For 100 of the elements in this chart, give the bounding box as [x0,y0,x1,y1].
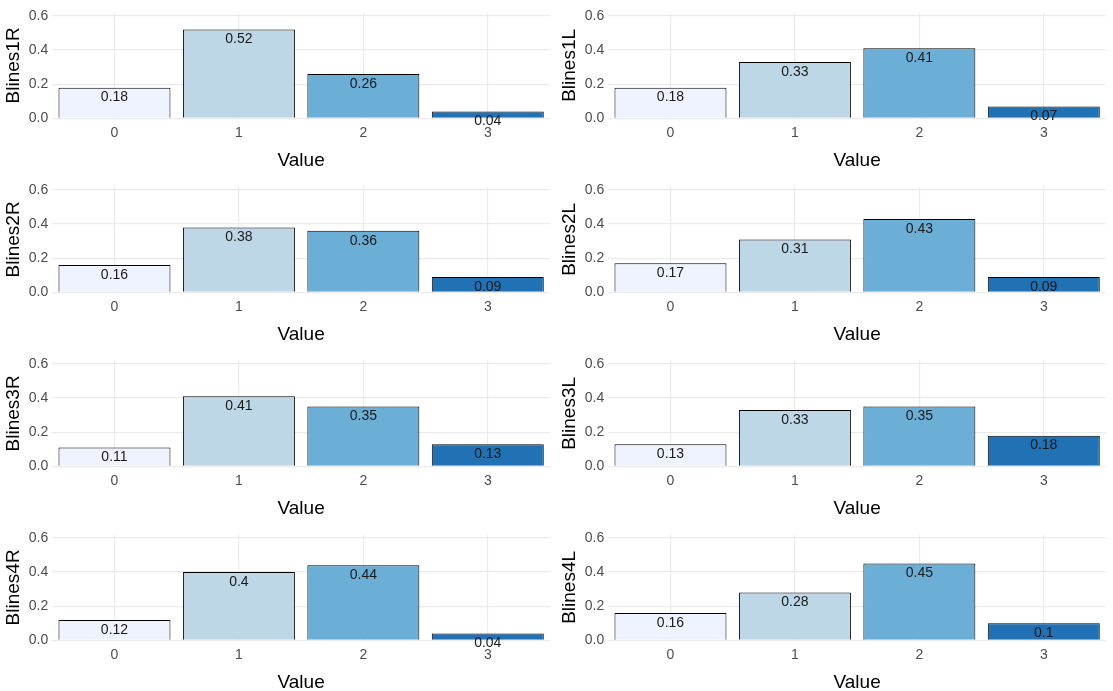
x-axis-title: Value [277,322,325,344]
x-tick-label: 2 [915,123,924,140]
x-tick-label: 3 [1039,123,1048,140]
x-axis-title: Value [277,496,325,518]
data-label: 0.4 [229,572,249,589]
data-label: 0.17 [656,264,685,281]
y-tick-label: 0.0 [28,631,49,648]
x-axis-title: Value [833,148,881,170]
y-tick-label: 0.2 [584,249,605,266]
y-tick-label: 0.6 [28,6,49,23]
x-tick-label: 1 [235,123,244,140]
x-tick-label: 3 [1039,297,1048,314]
y-axis-title: Blines3R [1,375,23,452]
y-tick-label: 0.2 [28,597,49,614]
y-tick-label: 0.4 [28,562,49,579]
y-axis-title: Blines2R [1,201,23,278]
y-tick-label: 0.6 [584,528,605,545]
y-tick-label: 0.2 [28,423,49,440]
x-tick-label: 0 [666,297,675,314]
data-label: 0.16 [656,613,685,630]
y-axis-title: Blines4L [557,550,579,624]
y-tick-label: 0.2 [28,249,49,266]
x-tick-label: 0 [110,645,119,662]
data-label: 0.38 [225,228,253,245]
x-tick-label: 3 [1039,471,1048,488]
y-tick-label: 0.2 [584,423,605,440]
data-label: 0.13 [474,445,502,462]
data-label: 0.18 [656,88,685,105]
y-tick-label: 0.4 [28,388,49,405]
data-label: 0.31 [781,240,809,257]
y-tick-label: 0.0 [28,457,49,474]
x-axis-title: Value [833,496,881,518]
x-tick-label: 0 [110,123,119,140]
x-tick-label: 3 [1039,645,1048,662]
data-label: 0.52 [225,30,253,47]
x-tick-label: 1 [235,297,244,314]
data-label: 0.09 [474,277,502,294]
y-tick-label: 0.4 [584,388,605,405]
x-tick-label: 2 [915,297,924,314]
data-label: 0.18 [100,88,129,105]
y-tick-label: 0.0 [28,283,49,300]
data-label: 0.12 [100,620,129,637]
y-tick-label: 0.6 [28,528,49,545]
x-tick-label: 1 [791,645,800,662]
y-tick-label: 0.0 [584,457,605,474]
data-label: 0.41 [225,397,253,414]
x-tick-label: 1 [235,645,244,662]
x-tick-label: 1 [791,471,800,488]
x-tick-label: 1 [235,471,244,488]
x-tick-label: 1 [791,123,800,140]
data-label: 0.1 [1034,624,1054,641]
y-tick-label: 0.6 [584,180,605,197]
y-axis-title: Blines3L [557,376,579,450]
x-tick-label: 0 [666,123,675,140]
x-tick-label: 2 [359,297,368,314]
data-label: 0.33 [781,62,809,79]
y-tick-label: 0.2 [584,597,605,614]
y-tick-label: 0.0 [28,109,49,126]
data-label: 0.45 [905,564,934,581]
y-tick-label: 0.6 [28,180,49,197]
y-tick-label: 0.6 [28,354,49,371]
y-tick-label: 0.4 [28,214,49,231]
data-label: 0.36 [349,231,378,248]
x-tick-label: 3 [483,297,492,314]
x-axis-title: Value [833,322,881,344]
data-label: 0.09 [1030,277,1058,294]
x-tick-label: 1 [791,297,800,314]
y-tick-label: 0.0 [584,109,605,126]
x-tick-label: 0 [666,471,675,488]
data-label: 0.44 [349,566,378,583]
x-tick-label: 2 [915,471,924,488]
data-label: 0.18 [1030,436,1058,453]
y-tick-label: 0.2 [28,75,49,92]
x-tick-label: 2 [359,471,368,488]
data-label: 0.33 [781,410,809,427]
x-tick-label: 0 [110,297,119,314]
x-axis-title: Value [833,670,881,691]
y-tick-label: 0.6 [584,6,605,23]
y-tick-label: 0.2 [584,75,605,92]
y-axis-title: Blines1L [557,28,579,102]
data-label: 0.16 [100,265,129,282]
data-label: 0.11 [101,448,128,465]
data-label: 0.41 [905,49,934,66]
y-axis-title: Blines4R [1,549,23,626]
x-tick-label: 3 [483,471,492,488]
y-tick-label: 0.4 [28,40,49,57]
x-tick-label: 2 [359,123,368,140]
y-tick-label: 0.4 [584,214,605,231]
y-axis-title: Blines1R [1,27,23,104]
x-tick-label: 0 [110,471,119,488]
x-axis-title: Value [277,148,325,170]
y-tick-label: 0.6 [584,354,605,371]
x-tick-label: 0 [666,645,675,662]
x-tick-label: 2 [359,645,368,662]
y-tick-label: 0.0 [584,283,605,300]
data-label: 0.43 [905,219,934,236]
data-label: 0.26 [349,74,378,91]
x-axis-title: Value [277,670,325,691]
data-label: 0.35 [349,407,378,424]
y-tick-label: 0.4 [584,40,605,57]
